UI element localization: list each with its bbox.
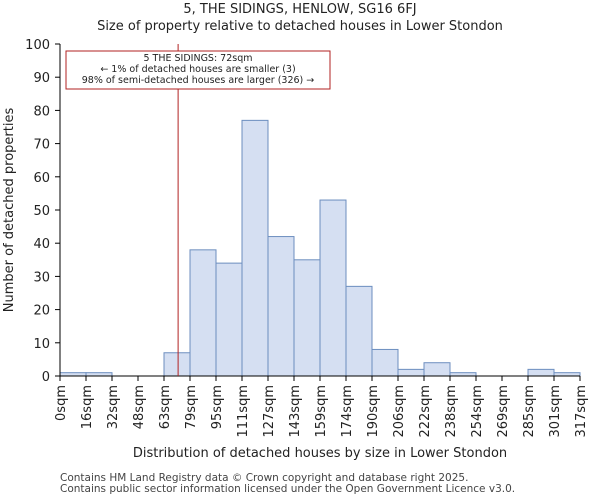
x-tick-label: 79sqm — [184, 385, 199, 429]
x-tick-label: 127sqm — [262, 385, 277, 438]
annotation-border — [65, 50, 331, 90]
x-tick-label: 16sqm — [80, 385, 95, 429]
bar-79sqm — [189, 249, 217, 377]
y-tick-label: 90 — [33, 71, 50, 86]
bar-222sqm — [423, 362, 451, 377]
x-tick-label: 63sqm — [158, 385, 173, 429]
y-tick-label: 0 — [42, 370, 50, 385]
annotation-box: 5 THE SIDINGS: 72sqm ← 1% of detached ho… — [65, 50, 331, 90]
x-tick-label: 254sqm — [470, 385, 485, 438]
y-tick-label: 60 — [33, 171, 50, 186]
x-tick-label: 206sqm — [392, 385, 407, 438]
y-tick-label: 50 — [33, 204, 50, 219]
bar-285sqm — [527, 368, 555, 377]
x-tick-label: 0sqm — [54, 385, 69, 421]
bar-63sqm — [163, 352, 191, 377]
x-tick-label: 95sqm — [210, 385, 225, 429]
chart-subtitle: Size of property relative to detached ho… — [97, 19, 503, 34]
chart-title: 5, THE SIDINGS, HENLOW, SG16 6FJ — [183, 2, 417, 17]
x-tick-label: 301sqm — [548, 385, 563, 438]
bar-190sqm — [371, 348, 399, 377]
x-tick-label: 143sqm — [288, 385, 303, 438]
x-tick-label: 317sqm — [574, 385, 589, 438]
x-tick-label: 238sqm — [444, 385, 459, 438]
annotation-line-2: ← 1% of detached houses are smaller (3) — [100, 64, 295, 75]
bar-174sqm — [345, 285, 373, 377]
annotation-line-3: 98% of semi-detached houses are larger (… — [82, 75, 315, 86]
bar-143sqm — [293, 259, 321, 377]
x-tick-label: 285sqm — [522, 385, 537, 438]
x-tick-label: 159sqm — [314, 385, 329, 438]
bar-206sqm — [397, 368, 425, 377]
bar-159sqm — [319, 199, 347, 377]
bar-127sqm — [267, 236, 295, 377]
bar-111sqm — [241, 119, 269, 377]
y-tick-label: 80 — [33, 104, 50, 119]
y-axis-label: Number of detached properties — [2, 108, 17, 313]
x-tick-label: 190sqm — [366, 385, 381, 438]
footer-line-2: Contains public sector information licen… — [60, 483, 516, 495]
x-tick-label: 174sqm — [340, 385, 355, 438]
y-tick-label: 100 — [25, 38, 50, 53]
y-tick-label: 20 — [33, 304, 50, 319]
x-axis-label: Distribution of detached houses by size … — [133, 446, 507, 461]
annotation-line-1: 5 THE SIDINGS: 72sqm — [143, 53, 252, 64]
y-tick-label: 40 — [33, 237, 50, 252]
x-tick-label: 222sqm — [418, 385, 433, 438]
x-tick-label: 48sqm — [132, 385, 147, 429]
y-tick-label: 30 — [33, 270, 50, 285]
footer-line-1: Contains HM Land Registry data © Crown c… — [60, 472, 469, 484]
y-tick-label: 70 — [33, 138, 50, 153]
x-tick-label: 111sqm — [236, 385, 251, 438]
x-tick-label: 32sqm — [106, 385, 121, 429]
x-tick-label: 269sqm — [496, 385, 511, 438]
bar-95sqm — [215, 262, 243, 377]
y-tick-label: 10 — [33, 337, 50, 352]
